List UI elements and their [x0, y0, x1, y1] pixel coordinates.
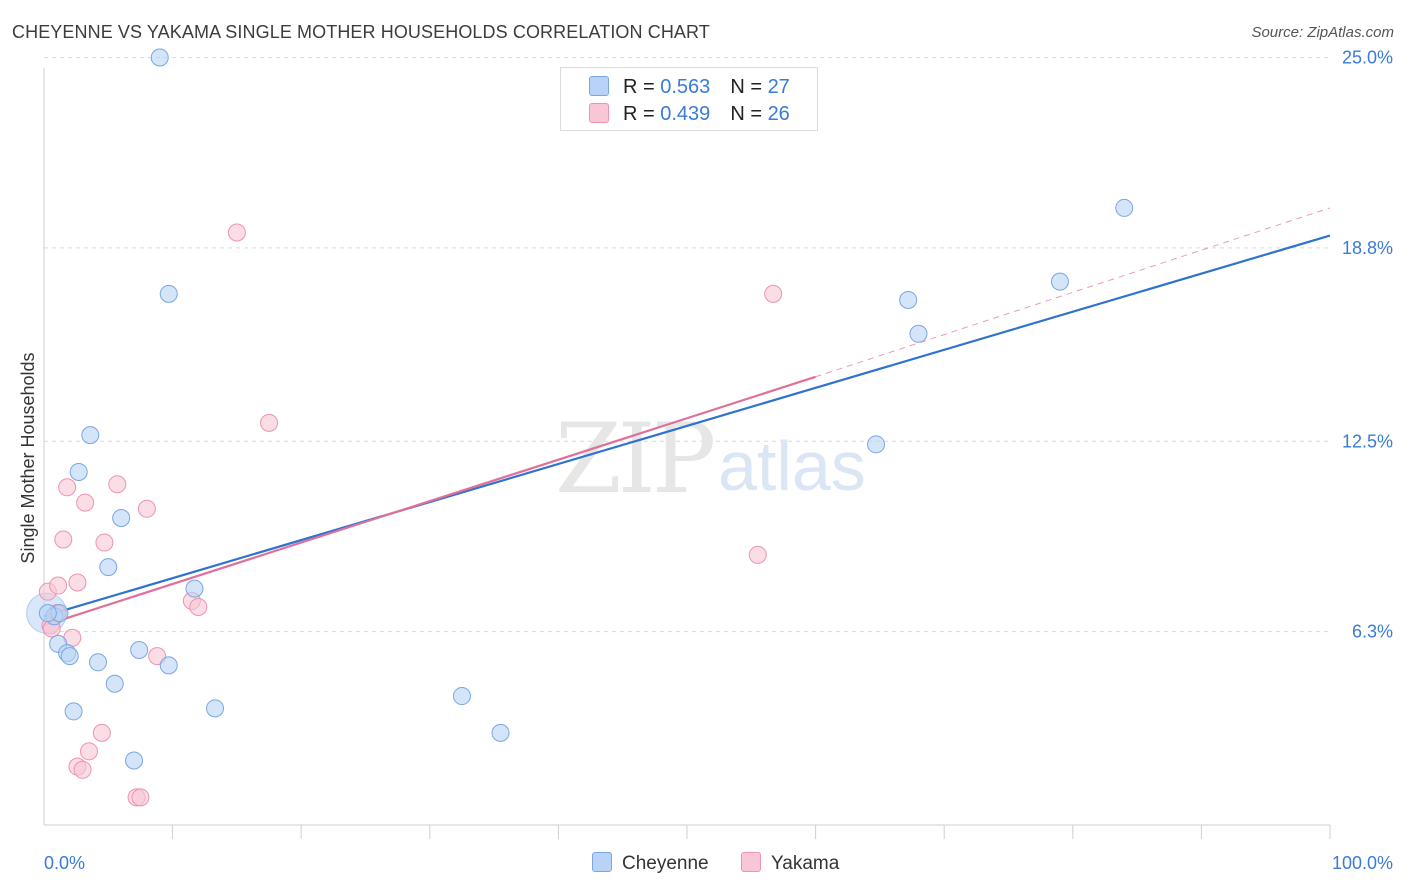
yakama-point — [68, 573, 87, 592]
points-layer — [26, 48, 1134, 807]
cheyenne-point — [64, 702, 83, 721]
yakama-trend-extension — [815, 207, 1331, 378]
x-tick-label-min: 0.0% — [44, 853, 85, 873]
y-tick-label: 18.8% — [1342, 238, 1393, 258]
yakama-point — [131, 788, 150, 807]
y-tick-label: 12.5% — [1342, 431, 1393, 451]
yakama-n-label: N = — [730, 103, 768, 125]
y-axis-label: Single Mother Households — [18, 352, 38, 563]
cheyenne-point — [125, 751, 144, 770]
cheyenne-n-value: 27 — [767, 76, 790, 98]
yakama-r-value: 0.439 — [660, 103, 711, 125]
cheyenne-point — [112, 509, 131, 527]
cheyenne-point — [1115, 198, 1134, 217]
yakama-trend-line — [43, 375, 816, 627]
cheyenne-point — [1050, 272, 1069, 291]
legend-row-yakama: R = 0.439 N = 26 — [589, 103, 790, 127]
cheyenne-point — [60, 647, 79, 666]
trend-layer — [43, 207, 1331, 627]
cheyenne-r-label: R = — [623, 76, 661, 98]
yakama-point — [80, 742, 99, 761]
bottom-yakama-swatch — [741, 852, 761, 872]
yakama-swatch — [589, 103, 609, 123]
cheyenne-point — [159, 656, 178, 675]
cheyenne-n-label: N = — [730, 76, 768, 98]
cheyenne-point — [491, 723, 510, 742]
cheyenne-point — [185, 579, 204, 598]
yakama-point — [108, 475, 127, 494]
yakama-point — [49, 576, 68, 595]
bottom-cheyenne-label: Cheyenne — [622, 853, 709, 874]
bottom-cheyenne-swatch — [592, 852, 612, 872]
yakama-point — [260, 413, 279, 432]
cheyenne-point — [159, 284, 178, 303]
yakama-r-label: R = — [623, 103, 661, 125]
cheyenne-point — [69, 462, 88, 481]
cheyenne-point — [909, 324, 928, 343]
cheyenne-point — [81, 426, 100, 445]
yakama-point — [764, 284, 783, 303]
cheyenne-point — [130, 641, 149, 660]
cheyenne-swatch — [589, 76, 609, 96]
watermark-atlas: atlas — [718, 427, 866, 505]
x-tick-label-max: 100.0% — [1332, 853, 1393, 873]
cheyenne-point — [867, 435, 886, 454]
yakama-point — [189, 598, 208, 617]
cheyenne-point — [206, 699, 225, 718]
bottom-legend-yakama: Yakama — [741, 852, 839, 875]
correlation-legend: R = 0.563 N = 27 R = 0.439 N = 26 — [560, 67, 818, 131]
cheyenne-point — [899, 291, 918, 310]
axes-layer — [43, 68, 1331, 839]
legend-row-cheyenne: R = 0.563 N = 27 — [589, 76, 790, 100]
labels-layer: Single Mother Households 6.3% 12.5% 18.8% 2… — [18, 48, 1393, 874]
yakama-point — [58, 478, 77, 497]
watermark: ZIP atlas — [555, 403, 866, 515]
bottom-yakama-label: Yakama — [771, 853, 840, 874]
source-label: Source: ZipAtlas.com — [1251, 24, 1394, 41]
yakama-point — [137, 499, 156, 518]
cheyenne-point — [105, 674, 124, 693]
bottom-legend-cheyenne: Cheyenne — [592, 852, 709, 875]
y-tick-label: 25.0% — [1342, 48, 1393, 68]
yakama-point — [76, 493, 95, 512]
cheyenne-trend-line — [43, 234, 1331, 618]
cheyenne-r-value: 0.563 — [660, 76, 711, 98]
yakama-point — [54, 530, 73, 549]
cheyenne-point — [452, 687, 471, 706]
yakama-point — [92, 723, 111, 742]
yakama-point — [748, 545, 767, 564]
yakama-n-value: 26 — [767, 103, 790, 125]
chart-title: CHEYENNE VS YAKAMA SINGLE MOTHER HOUSEHO… — [12, 22, 710, 42]
cheyenne-point — [150, 48, 169, 67]
cheyenne-point — [99, 558, 118, 577]
yakama-point — [227, 223, 246, 242]
y-tick-label: 6.3% — [1352, 622, 1393, 642]
cheyenne-point — [89, 653, 108, 672]
cheyenne-point — [38, 604, 57, 623]
yakama-point — [95, 533, 114, 552]
yakama-point — [73, 760, 92, 779]
watermark-zip: ZIP — [555, 403, 714, 515]
grid-layer — [44, 57, 1330, 633]
